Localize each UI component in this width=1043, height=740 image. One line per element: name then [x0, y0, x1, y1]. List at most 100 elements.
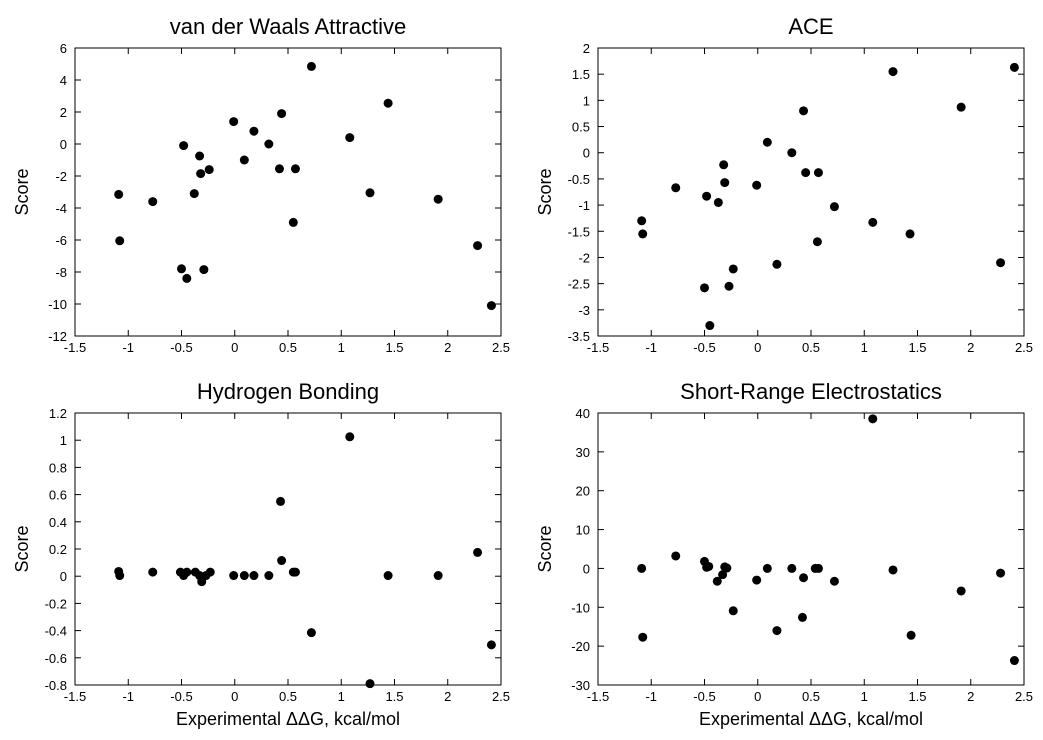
data-point: [189, 189, 199, 199]
x-tick-label: -1: [122, 340, 134, 355]
x-tick-label: 0: [231, 689, 238, 704]
data-point: [1009, 656, 1019, 666]
y-tick-label: -3.5: [568, 329, 590, 344]
data-point: [433, 571, 443, 581]
data-point: [762, 563, 772, 573]
data-point: [799, 106, 809, 116]
chart-title: van der Waals Attractive: [170, 14, 406, 39]
data-point: [239, 571, 249, 581]
data-point: [433, 194, 443, 204]
data-point: [365, 188, 375, 198]
y-tick-label: -6: [55, 233, 67, 248]
data-point: [772, 259, 782, 269]
data-point: [182, 273, 192, 283]
data-point: [638, 229, 648, 239]
data-point: [728, 606, 738, 616]
data-point: [383, 98, 393, 108]
y-tick-label: -0.2: [45, 596, 67, 611]
data-point: [888, 565, 898, 575]
y-tick-label: 0.8: [49, 460, 67, 475]
data-point: [182, 567, 192, 577]
y-tick-label: 1.2: [49, 406, 67, 421]
x-tick-label: 1.5: [908, 340, 926, 355]
y-tick-label: -12: [48, 329, 67, 344]
data-point: [204, 165, 214, 175]
data-point: [637, 563, 647, 573]
y-tick-label: 0.2: [49, 542, 67, 557]
y-tick-label: -3: [578, 303, 590, 318]
data-point: [801, 168, 811, 178]
data-point: [813, 168, 823, 178]
data-point: [276, 496, 286, 506]
x-tick-label: 0: [231, 340, 238, 355]
x-tick-label: -0.5: [170, 340, 192, 355]
data-point: [787, 148, 797, 158]
data-point: [306, 628, 316, 638]
x-tick-label: -0.5: [170, 689, 192, 704]
chart-panel-vdw-attractive: van der Waals Attractive Score -1.5 -1 -0.…: [12, 14, 510, 355]
data-point: [290, 164, 300, 174]
chart-panel-ace: ACE Score -1.5 -1 -0.5 0 0.5 1 1.5 2 2.5 -3.5 -3 -2…: [535, 14, 1033, 355]
data-point: [813, 563, 823, 573]
x-tick-label: 0.5: [802, 689, 820, 704]
x-tick-label: 1: [861, 340, 868, 355]
data-point: [638, 632, 648, 642]
x-tick-label: -1.5: [64, 340, 86, 355]
x-tick-label: 2: [967, 689, 974, 704]
y-tick-label: -1: [578, 198, 590, 213]
x-tick-label: -1.5: [64, 689, 86, 704]
data-point: [752, 180, 762, 190]
data-point: [196, 169, 206, 179]
data-point: [383, 571, 393, 581]
y-tick-label: 10: [576, 523, 590, 538]
x-tick-label: 1: [338, 340, 345, 355]
data-point: [115, 571, 125, 581]
x-tick-label: -0.5: [693, 689, 715, 704]
data-point: [179, 141, 189, 151]
data-point: [712, 576, 722, 586]
chart-panel-short-range-electrostatics: Short-Range Electrostatics Score Experim…: [535, 379, 1033, 729]
x-tick-label: 2: [444, 340, 451, 355]
y-tick-label: -4: [55, 201, 67, 216]
y-tick-label: 0.5: [572, 120, 590, 135]
y-tick-label: -2.5: [568, 277, 590, 292]
chart-title: Hydrogen Bonding: [197, 379, 379, 404]
data-point: [671, 183, 681, 193]
data-point: [752, 575, 762, 585]
data-point: [148, 567, 158, 577]
y-tick-label: 0.4: [49, 515, 67, 530]
y-tick-label: -10: [48, 297, 67, 312]
y-tick-label: 40: [576, 406, 590, 421]
x-tick-label: 2: [444, 689, 451, 704]
data-point: [671, 551, 681, 561]
data-point: [264, 139, 274, 149]
y-tick-label: -20: [571, 639, 590, 654]
data-point: [239, 155, 249, 165]
data-point: [704, 561, 714, 571]
data-point: [705, 321, 715, 331]
data-point: [264, 571, 274, 581]
x-tick-label: -0.5: [693, 340, 715, 355]
y-tick-label: 6: [60, 41, 67, 56]
x-axis-label: Experimental ΔΔG, kcal/mol: [699, 709, 923, 729]
x-tick-label: -1.5: [587, 689, 609, 704]
data-point: [829, 576, 839, 586]
data-point: [473, 241, 483, 251]
x-tick-label: 0: [754, 340, 761, 355]
x-tick-label: 0.5: [802, 340, 820, 355]
y-tick-label: 0.6: [49, 488, 67, 503]
data-point: [787, 563, 797, 573]
data-point: [277, 109, 287, 119]
y-axis-label: Score: [12, 525, 32, 572]
x-axis-label: Experimental ΔΔG, kcal/mol: [176, 709, 400, 729]
x-tick-label: 2.5: [1015, 340, 1033, 355]
data-point: [148, 197, 158, 207]
data-point: [486, 640, 496, 650]
chart-title: ACE: [788, 14, 833, 39]
data-point: [906, 630, 916, 640]
data-point: [956, 102, 966, 112]
y-tick-label: -8: [55, 265, 67, 280]
x-tick-label: 1: [338, 689, 345, 704]
y-tick-label: 1.5: [572, 67, 590, 82]
